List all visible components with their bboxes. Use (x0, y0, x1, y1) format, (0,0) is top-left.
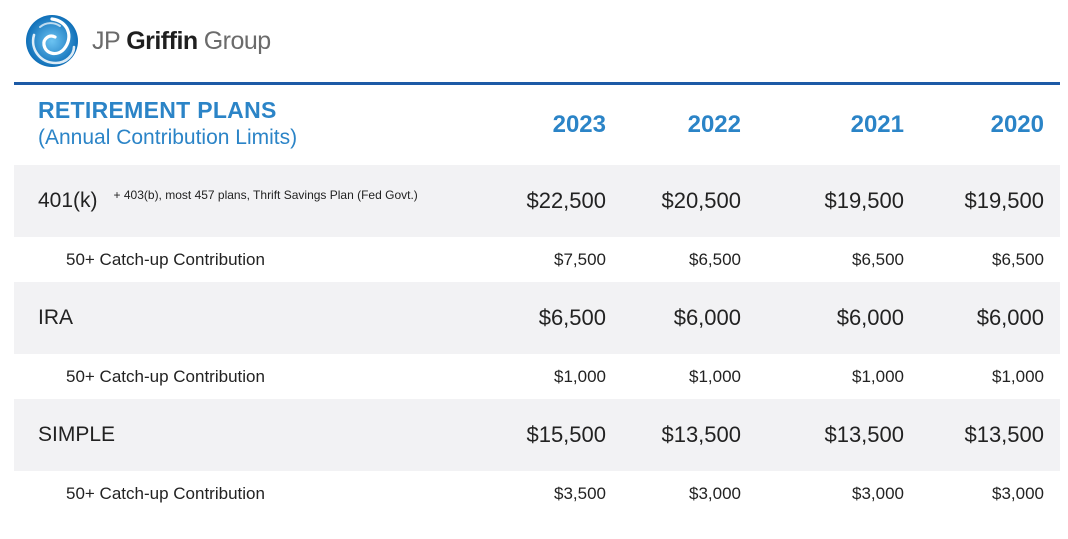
table-row-401k: 401(k) + 403(b), most 457 plans, Thrift … (14, 165, 1060, 237)
value-cell: $1,000 (992, 366, 1044, 386)
year-header-2022: 2022 (687, 111, 741, 138)
plan-name: 401(k) (38, 189, 98, 212)
value-cell: $3,500 (554, 483, 606, 503)
value-cell: $1,000 (554, 366, 606, 386)
plan-label: 401(k) + 403(b), most 457 plans, Thrift … (38, 165, 444, 237)
value-cell: $6,500 (538, 305, 606, 330)
value-cell: $3,000 (852, 483, 904, 503)
value-cell: $6,000 (673, 305, 741, 330)
table-row-simple: SIMPLE $15,500 $13,500 $13,500 $13,500 (14, 399, 1060, 471)
plan-label: SIMPLE (38, 399, 115, 471)
company-name: JP Griffin Group (92, 27, 271, 56)
catchup-label: 50+ Catch-up Contribution (66, 249, 265, 269)
year-header-2020: 2020 (990, 111, 1044, 138)
value-cell: $19,500 (964, 188, 1044, 213)
plan-label: IRA (38, 282, 73, 354)
swirl-logo-icon (26, 15, 78, 67)
year-header-2021: 2021 (850, 111, 904, 138)
contribution-limits-table: RETIREMENT PLANS (Annual Contribution Li… (14, 85, 1060, 516)
company-name-jp: JP (92, 26, 121, 55)
value-cell: $6,000 (976, 305, 1044, 330)
table-subtitle: (Annual Contribution Limits) (38, 126, 298, 149)
value-cell: $20,500 (661, 188, 741, 213)
company-name-group: Group (203, 26, 271, 55)
value-cell: $1,000 (852, 366, 904, 386)
plan-name: SIMPLE (38, 423, 116, 446)
table-row-simple-catchup: 50+ Catch-up Contribution $3,500 $3,000 … (14, 471, 1060, 516)
table-row-401k-catchup: 50+ Catch-up Contribution $7,500 $6,500 … (14, 237, 1060, 282)
value-cell: $1,000 (689, 366, 741, 386)
value-cell: $6,500 (852, 249, 904, 269)
value-cell: $6,000 (836, 305, 904, 330)
plan-name: IRA (38, 306, 74, 329)
table-header-row: RETIREMENT PLANS (Annual Contribution Li… (14, 85, 1060, 165)
value-cell: $13,500 (661, 422, 741, 447)
catchup-label: 50+ Catch-up Contribution (66, 366, 265, 386)
value-cell: $3,000 (689, 483, 741, 503)
value-cell: $3,000 (992, 483, 1044, 503)
table-title-block: RETIREMENT PLANS (Annual Contribution Li… (38, 97, 297, 150)
catchup-label: 50+ Catch-up Contribution (66, 483, 265, 503)
value-cell: $13,500 (824, 422, 904, 447)
company-name-griffin: Griffin (126, 26, 198, 55)
value-cell: $13,500 (964, 422, 1044, 447)
value-cell: $6,500 (689, 249, 741, 269)
value-cell: $22,500 (526, 188, 606, 213)
value-cell: $7,500 (554, 249, 606, 269)
table-row-ira: IRA $6,500 $6,000 $6,000 $6,000 (14, 282, 1060, 354)
table-row-ira-catchup: 50+ Catch-up Contribution $1,000 $1,000 … (14, 354, 1060, 399)
table-title: RETIREMENT PLANS (38, 97, 277, 123)
value-cell: $6,500 (992, 249, 1044, 269)
value-cell: $15,500 (526, 422, 606, 447)
header-divider (14, 82, 1060, 85)
company-logo: JP Griffin Group (24, 12, 271, 70)
plan-note: + 403(b), most 457 plans, Thrift Savings… (113, 187, 418, 202)
value-cell: $19,500 (824, 188, 904, 213)
year-header-2023: 2023 (552, 111, 606, 138)
